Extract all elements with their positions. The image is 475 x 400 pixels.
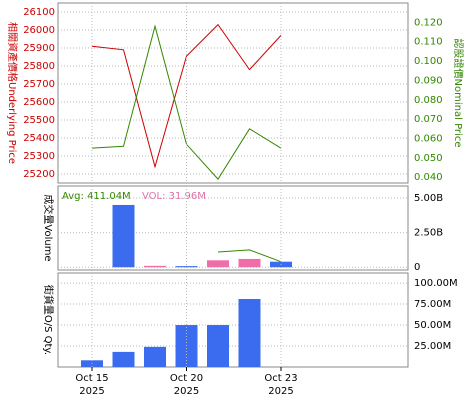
y-tick-label: 25400 [23,133,55,144]
bar [238,258,261,268]
y-tick-label: 75.00M [414,299,451,310]
y-tick-label: 0.090 [414,75,443,86]
y-tick-label: 50.00M [414,320,451,331]
y-tick-label: 26100 [23,7,55,18]
avg-line [217,249,282,263]
bar [175,325,198,367]
y-tick-label: 0.080 [414,95,443,106]
y-tick-label: 25700 [23,79,55,90]
annotation: VOL: 31.96M [142,191,206,202]
y-tick-label: 26000 [23,25,55,36]
bar [238,299,261,367]
bar [144,346,166,367]
x-tick-label: Oct 23 [264,373,297,384]
y-tick-label: 25600 [23,97,55,108]
y-tick-label: 0 [414,262,420,273]
x-tick-year: 2025 [79,386,104,397]
y-tick-label: 25800 [23,61,55,72]
y-tick-label: 0.060 [414,133,443,144]
x-tick-label: Oct 20 [170,373,203,384]
x-tick-year: 2025 [174,386,199,397]
y-tick-label: 2.50B [414,228,443,239]
qty-panel [57,272,409,368]
volume-panel [57,185,409,271]
bar [112,204,135,268]
y-tick-label: 0.040 [414,172,443,183]
series-line [91,23,282,169]
y-tick-label: 0.100 [414,56,443,67]
y-tick-label: 25900 [23,43,55,54]
annotation: Avg: 411.04M [62,191,131,202]
y-tick-label: 25500 [23,115,55,126]
price-panel [57,2,409,184]
bar [112,351,135,367]
y-tick-label: 25.00M [414,341,451,352]
axis-label: 認股證價Nominal Price [452,39,465,148]
y-tick-label: 0.110 [414,37,443,48]
y-tick-label: 0.070 [414,114,443,125]
y-tick-label: 100.00M [414,278,458,289]
bar [207,325,229,367]
y-tick-label: 5.00B [414,193,443,204]
y-tick-label: 0.120 [414,17,443,28]
y-tick-label: 0.050 [414,153,443,164]
x-tick-year: 2025 [268,386,293,397]
y-tick-label: 25300 [23,151,55,162]
bar [175,266,198,268]
y-tick-label: 25200 [23,169,55,180]
x-tick-label: Oct 15 [75,373,108,384]
axis-label: 街貨量O/S Qty. [42,285,55,355]
bar [207,260,229,268]
axis-label: 相關資產價格Underlying Price [6,22,19,164]
bar [144,265,166,268]
axis-label: 成交量Volume [42,194,55,261]
